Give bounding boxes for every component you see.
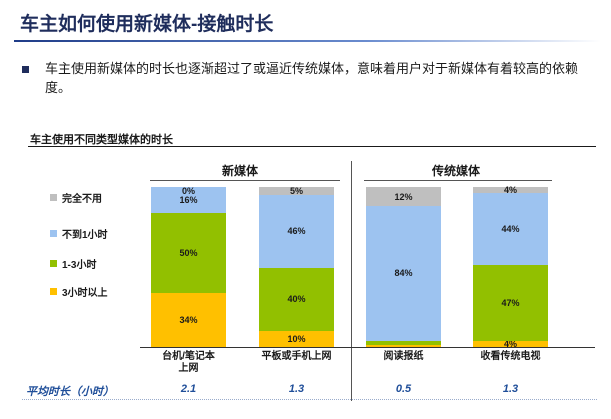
bar-value-label: 44% [501,224,520,235]
bar-segment-never-3 [366,187,441,207]
legend-swatch [50,194,57,201]
x-axis-line [140,347,595,348]
legend-swatch [50,230,57,237]
bar-value-label: 84% [394,268,413,279]
bar-value-label: 4% [503,338,517,349]
bar-value-label: 50% [179,247,198,258]
bullet-square-icon [22,66,29,73]
legend-swatch [50,260,57,267]
category-label-2: 平板或手机上网 [261,351,332,362]
chart-title-underline [28,146,596,147]
legend-item-never: 完全不用 [50,190,102,205]
bar-segment-over-3h-1 [151,292,226,347]
group-label-traditional-media: 传统媒体 [431,164,480,178]
bar-segment-over-3h-4 [473,340,548,347]
chart-title: 车主使用不同类型媒体的时长 [30,134,173,146]
bar-segment-1-3h-3 [366,340,441,346]
legend-swatch [50,288,57,295]
legend-label: 3小时以上 [62,288,108,299]
category-label-1: 台机/笔记本 上网 [162,351,215,374]
bar-value-label: 4% [503,185,517,196]
legend-label: 完全不用 [62,194,102,205]
bar-segment-1-3h-4 [473,264,548,341]
group-rule-new-media [150,180,340,181]
legend-label: 不到1小时 [62,230,108,241]
bar-segment-1-3h-2 [259,267,334,332]
category-label-3: 阅读报纸 [383,351,424,362]
bar-segment-under-1h-4 [473,193,548,265]
bar-value-label: 12% [394,191,413,202]
category-label-4: 收看传统电视 [480,351,541,362]
group-divider [351,161,352,401]
average-value-1: 2.1 [180,383,197,395]
average-duration-label: 平均时长（小时） [26,386,114,398]
bar-segment-under-1h-2 [259,194,334,268]
bar-value-label: 47% [501,297,520,308]
title-underline [14,40,601,42]
legend-item-1-3h: 1-3小时 [50,256,97,271]
bar-segment-1-3h-1 [151,212,226,293]
bar-value-label: 46% [287,226,306,237]
average-value-4: 1.3 [502,383,519,395]
group-label-new-media: 新媒体 [221,164,258,178]
legend-label: 1-3小时 [62,260,97,271]
bar-segment-over-3h-2 [259,331,334,347]
group-rule-traditional-media [364,180,552,181]
bar-segment-never-4 [473,187,548,194]
bar-value-label: 0% [181,186,195,196]
bar-segment-never-2 [259,187,334,195]
average-row-rule [22,399,597,400]
average-value-3: 0.5 [395,383,412,395]
bar-value-label: 5% [289,185,303,196]
page-title: 车主如何使用新媒体-接触时长 [20,14,274,35]
bar-value-label: 10% [287,334,306,345]
bar-segment-under-1h-3 [366,206,441,341]
bar-value-label: 16% [179,194,198,205]
legend-item-under-1h: 不到1小时 [50,226,108,241]
bar-segment-over-3h-3 [366,345,441,347]
description-text: 车主使用新媒体的时长也逐渐超过了或逼近传统媒体，意味着用户对于新媒体有着较高的依… [45,61,579,95]
legend-item-over-3h: 3小时以上 [50,284,108,299]
bar-segment-under-1h-1 [151,187,226,213]
bar-value-label: 34% [179,314,198,325]
bar-value-label: 40% [287,294,306,305]
average-value-2: 1.3 [288,383,305,395]
